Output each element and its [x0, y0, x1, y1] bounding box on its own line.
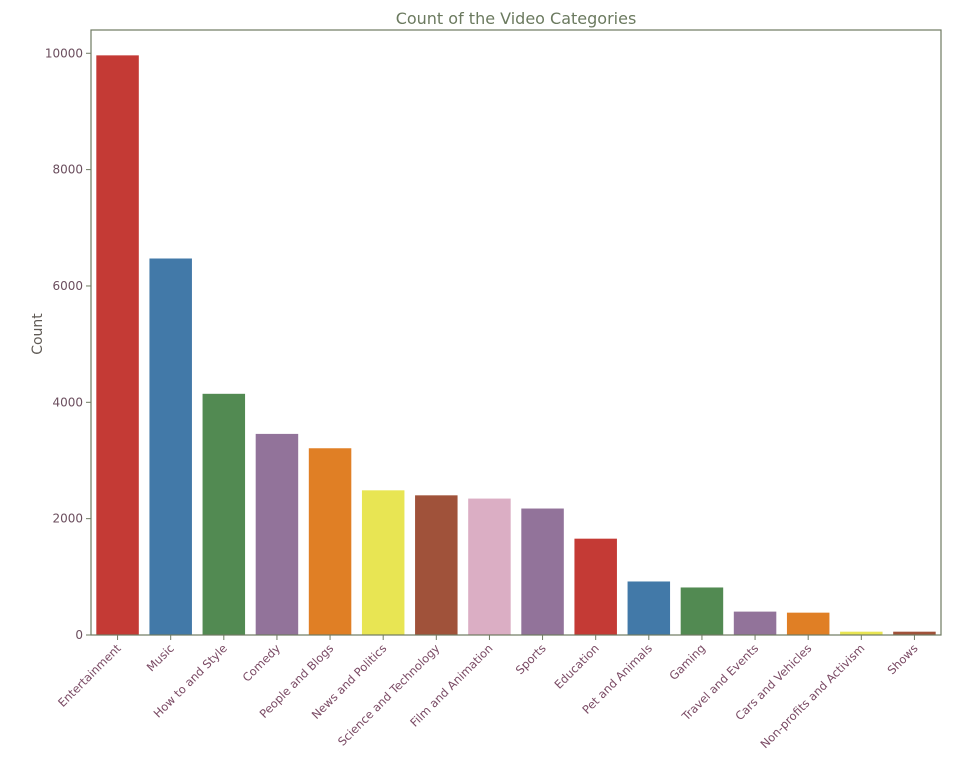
bar [840, 631, 883, 635]
bar [149, 258, 192, 635]
bar [468, 498, 511, 635]
x-tick-label: Entertainment [55, 641, 124, 710]
bar [96, 55, 139, 636]
y-tick-label: 2000 [52, 512, 83, 526]
x-tick-label: Science and Technology [335, 641, 443, 749]
y-tick-label: 8000 [52, 163, 83, 177]
chart-title: Count of the Video Categories [396, 9, 637, 28]
bar [627, 581, 671, 635]
bar [202, 393, 246, 635]
bar [786, 612, 830, 635]
y-tick-label: 0 [75, 628, 83, 642]
y-tick-label: 4000 [52, 395, 83, 409]
plot-frame [90, 29, 942, 636]
bar [680, 587, 724, 635]
bar [415, 495, 458, 635]
bar [893, 631, 936, 635]
bar [308, 448, 352, 635]
x-tick-label: Shows [884, 641, 920, 677]
bar [733, 611, 777, 635]
x-tick-label: Education [551, 641, 601, 691]
x-tick-label: Non-profits and Activism [758, 641, 868, 751]
x-tick-label: Sports [513, 641, 549, 677]
bars-group [96, 55, 936, 636]
bar [361, 490, 405, 635]
x-tick-label: Gaming [666, 641, 708, 683]
bar [574, 538, 617, 635]
y-tick-label: 6000 [52, 279, 83, 293]
x-tick-label: Music [144, 641, 177, 674]
x-tick-label: Comedy [240, 641, 284, 685]
bar [255, 433, 299, 635]
bar [521, 508, 564, 635]
y-axis-ticks: 0 2000 4000 6000 8000 10000 [45, 46, 91, 642]
y-tick-label: 10000 [45, 46, 83, 60]
y-axis-label: Count [30, 313, 46, 355]
